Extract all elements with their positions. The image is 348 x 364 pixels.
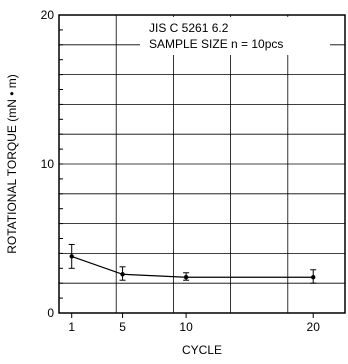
annotation-sample-size: SAMPLE SIZE n = 10pcs xyxy=(149,37,283,51)
series-line xyxy=(71,255,314,278)
data-point xyxy=(69,254,74,259)
data-point xyxy=(311,275,316,280)
x-tick-label: 1 xyxy=(68,320,75,334)
series-layer xyxy=(68,243,317,284)
y-tick-label: 0 xyxy=(47,306,54,320)
annotation-background xyxy=(140,17,330,55)
annotation-box: JIS C 5261 6.2 SAMPLE SIZE n = 10pcs xyxy=(140,17,330,55)
y-tick-label: 10 xyxy=(41,157,55,171)
data-point xyxy=(120,272,125,277)
y-axis-label: ROTATIONAL TORQUE (mN • m) xyxy=(5,74,19,254)
data-point xyxy=(183,275,189,280)
y-tick-label: 20 xyxy=(41,8,55,22)
x-tick-label: 10 xyxy=(179,320,193,334)
x-axis-label: CYCLE xyxy=(182,343,222,357)
x-tick-label: 20 xyxy=(307,320,321,334)
x-tick-label: 5 xyxy=(119,320,126,334)
grid-layer xyxy=(59,15,345,313)
annotation-standard: JIS C 5261 6.2 xyxy=(149,21,229,35)
